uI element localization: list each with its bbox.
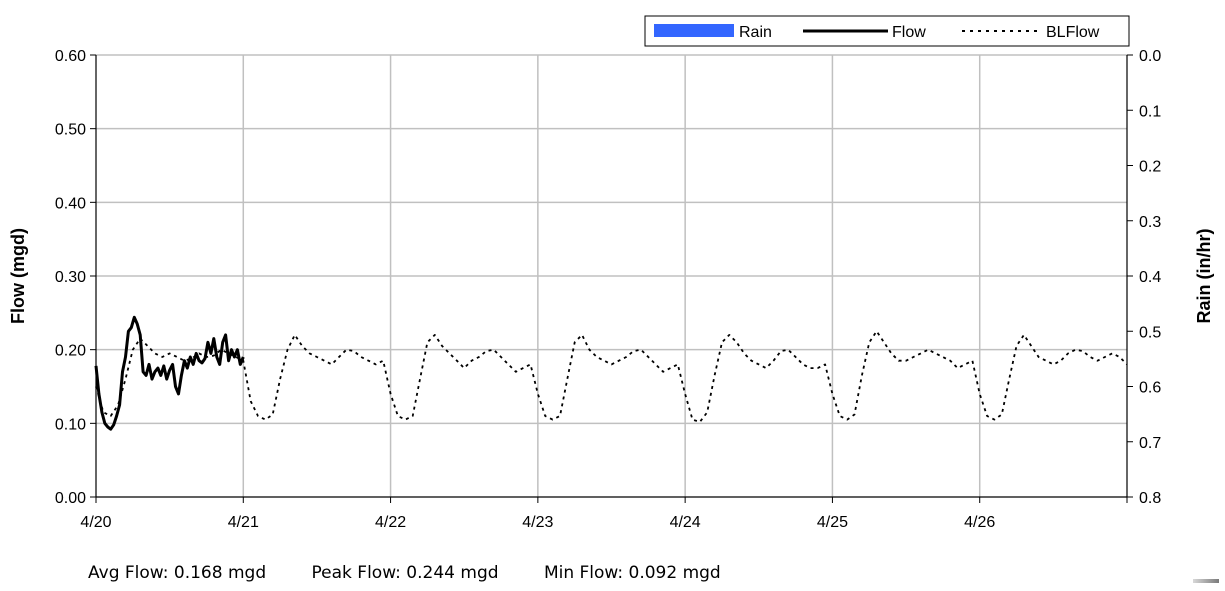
y-left-tick-label: 0.40 xyxy=(55,195,86,212)
legend-rain-label: Rain xyxy=(739,24,772,41)
axes: 0.00 0.10 0.20 0.30 0.40 0.50 0.60 4/20 4/21 4/22… xyxy=(8,48,1214,531)
legend-blflow-label: BLFlow xyxy=(1046,24,1100,41)
x-tick-label: 4/26 xyxy=(964,514,995,531)
y-right-tick-label: 0.4 xyxy=(1139,269,1161,286)
y-right-tick-label: 0.8 xyxy=(1139,490,1161,507)
y-right-tick-label: 0.5 xyxy=(1139,324,1161,341)
x-tick-label: 4/25 xyxy=(817,514,848,531)
legend-rain-swatch xyxy=(654,24,734,37)
y-right-tick-label: 0.7 xyxy=(1139,435,1161,452)
y-right-tick-label: 0.1 xyxy=(1139,103,1161,120)
corner-decoration xyxy=(1193,579,1219,583)
x-tick-label: 4/21 xyxy=(228,514,259,531)
y-left-tick-label: 0.50 xyxy=(55,122,86,139)
series-layer xyxy=(94,315,1128,431)
y-left-axis-title: Flow (mgd) xyxy=(8,228,28,324)
y-right-axis-title: Rain (in/hr) xyxy=(1194,229,1214,324)
gridlines xyxy=(96,54,1127,497)
y-right-tick-label: 0.2 xyxy=(1139,159,1161,176)
legend-flow-label: Flow xyxy=(892,24,926,41)
avg-flow-stat: Avg Flow: 0.168 mgd xyxy=(88,563,267,583)
min-flow-stat: Min Flow: 0.092 mgd xyxy=(543,563,721,583)
y-right-tick-label: 0.3 xyxy=(1139,214,1161,231)
peak-flow-stat: Peak Flow: 0.244 mgd xyxy=(311,563,499,583)
y-left-tick-label: 0.00 xyxy=(55,490,86,507)
flow-statistics: Avg Flow: 0.168 mgd Peak Flow: 0.244 mgd… xyxy=(88,563,1088,583)
x-tick-label: 4/22 xyxy=(375,514,406,531)
legend: Rain Flow BLFlow xyxy=(644,15,1130,47)
y-left-tick-label: 0.20 xyxy=(55,343,86,360)
y-left-tick-label: 0.60 xyxy=(55,48,86,65)
blflow-series-line xyxy=(95,330,1128,423)
flow-rain-chart: 0.00 0.10 0.20 0.30 0.40 0.50 0.60 4/20 4/21 4/22… xyxy=(8,15,1214,531)
x-tick-label: 4/20 xyxy=(80,514,111,531)
x-tick-label: 4/23 xyxy=(522,514,553,531)
y-right-tick-label: 0.0 xyxy=(1139,48,1161,65)
flow-series-line xyxy=(94,315,245,431)
x-tick-label: 4/24 xyxy=(670,514,701,531)
y-left-tick-label: 0.10 xyxy=(55,416,86,433)
y-left-tick-label: 0.30 xyxy=(55,269,86,286)
y-right-tick-label: 0.6 xyxy=(1139,380,1161,397)
